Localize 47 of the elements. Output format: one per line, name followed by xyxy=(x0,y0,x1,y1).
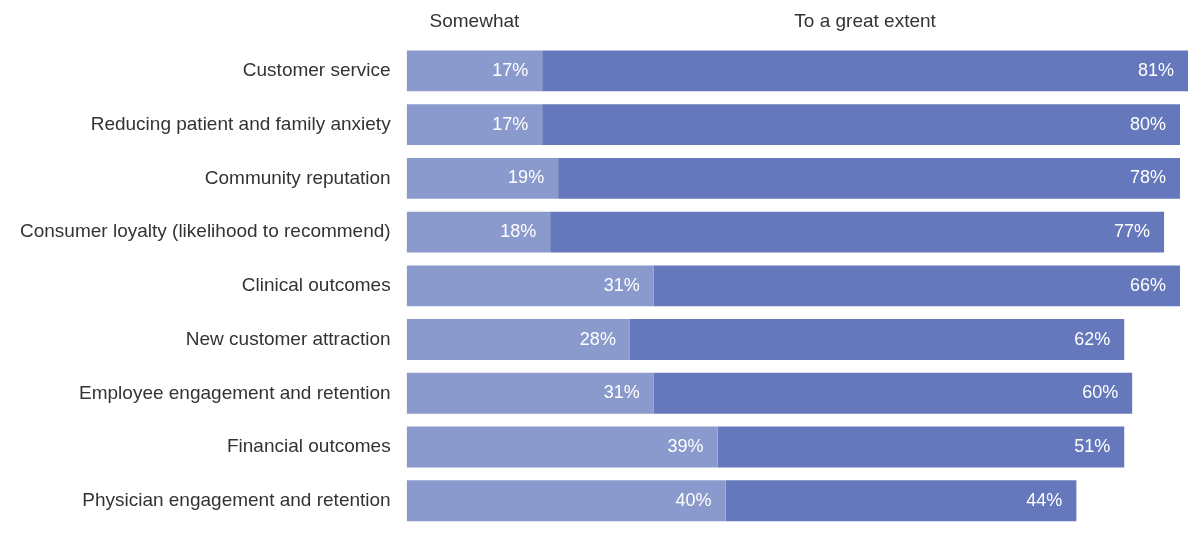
data-label: 81% xyxy=(1137,59,1174,80)
y-tick-label: Customer service xyxy=(242,59,391,81)
bar xyxy=(406,372,654,414)
data-label: 39% xyxy=(667,435,704,456)
bar xyxy=(542,104,1181,146)
bar xyxy=(550,211,1165,253)
data-label: 44% xyxy=(1026,489,1063,510)
data-label: 40% xyxy=(675,489,712,510)
data-label: 77% xyxy=(1114,221,1151,242)
data-label: 19% xyxy=(508,167,545,188)
bar xyxy=(717,426,1125,468)
y-tick-label: New customer attraction xyxy=(185,327,391,349)
bar xyxy=(406,480,726,522)
data-label: 66% xyxy=(1130,274,1167,295)
bar xyxy=(406,319,630,360)
series-label: Somewhat xyxy=(429,10,521,32)
bar xyxy=(542,50,1188,92)
data-label: 17% xyxy=(492,113,529,134)
bar xyxy=(629,319,1125,360)
bar xyxy=(406,426,718,468)
bar xyxy=(406,50,543,92)
y-tick-label: Financial outcomes xyxy=(226,435,391,457)
data-label: 18% xyxy=(500,221,537,242)
bar xyxy=(653,265,1181,307)
bar xyxy=(406,157,559,199)
bar xyxy=(653,372,1133,414)
data-label: 51% xyxy=(1074,435,1111,456)
y-tick-label: Community reputation xyxy=(204,166,391,188)
y-tick-label: Reducing patient and family anxiety xyxy=(90,112,392,134)
bar xyxy=(406,211,551,253)
bar xyxy=(558,157,1181,199)
data-label: 31% xyxy=(603,382,640,403)
data-label: 17% xyxy=(492,59,529,80)
bar xyxy=(406,265,654,307)
y-tick-label: Consumer loyalty (likelihood to recommend) xyxy=(19,220,391,242)
data-label: 78% xyxy=(1130,167,1167,188)
data-label: 31% xyxy=(603,274,640,295)
data-label: 62% xyxy=(1074,328,1111,349)
data-label: 80% xyxy=(1130,113,1167,134)
y-tick-label: Clinical outcomes xyxy=(241,274,391,296)
y-tick-label: Physician engagement and retention xyxy=(82,488,391,510)
bar xyxy=(725,480,1077,522)
series-label: To a great extent xyxy=(794,10,937,32)
y-tick-label: Employee engagement and retention xyxy=(79,381,391,403)
bar xyxy=(406,104,543,146)
data-label: 28% xyxy=(579,328,616,349)
data-label: 60% xyxy=(1082,382,1119,403)
